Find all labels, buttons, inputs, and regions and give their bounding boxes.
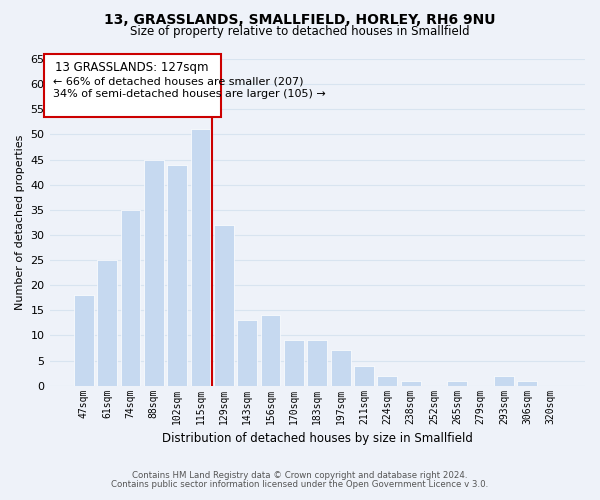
- Bar: [494, 376, 514, 386]
- Bar: [517, 380, 538, 386]
- Bar: [401, 380, 421, 386]
- Bar: [74, 295, 94, 386]
- Bar: [448, 380, 467, 386]
- Bar: [284, 340, 304, 386]
- Text: Contains public sector information licensed under the Open Government Licence v : Contains public sector information licen…: [112, 480, 488, 489]
- Bar: [97, 260, 117, 386]
- Bar: [121, 210, 140, 386]
- Bar: [191, 130, 211, 386]
- Bar: [167, 164, 187, 386]
- Bar: [354, 366, 374, 386]
- Bar: [214, 225, 234, 386]
- Bar: [144, 160, 164, 386]
- Bar: [260, 316, 280, 386]
- Text: Size of property relative to detached houses in Smallfield: Size of property relative to detached ho…: [130, 25, 470, 38]
- X-axis label: Distribution of detached houses by size in Smallfield: Distribution of detached houses by size …: [162, 432, 473, 445]
- Bar: [238, 320, 257, 386]
- Text: Contains HM Land Registry data © Crown copyright and database right 2024.: Contains HM Land Registry data © Crown c…: [132, 471, 468, 480]
- Bar: [331, 350, 350, 386]
- Text: ← 66% of detached houses are smaller (207): ← 66% of detached houses are smaller (20…: [53, 76, 303, 86]
- Bar: [307, 340, 327, 386]
- Y-axis label: Number of detached properties: Number of detached properties: [15, 134, 25, 310]
- Text: 13 GRASSLANDS: 127sqm: 13 GRASSLANDS: 127sqm: [55, 62, 209, 74]
- Bar: [377, 376, 397, 386]
- Text: 13, GRASSLANDS, SMALLFIELD, HORLEY, RH6 9NU: 13, GRASSLANDS, SMALLFIELD, HORLEY, RH6 …: [104, 12, 496, 26]
- Text: 34% of semi-detached houses are larger (105) →: 34% of semi-detached houses are larger (…: [53, 89, 325, 99]
